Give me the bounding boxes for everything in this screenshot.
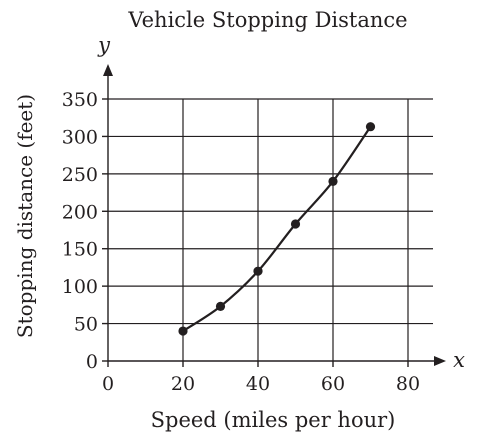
x-tick-label-40: 40 (246, 373, 270, 395)
y-tick-label-300: 300 (62, 126, 98, 148)
x-axis-label: Speed (miles per hour) (151, 408, 396, 432)
data-series (178, 122, 376, 336)
data-point-20 (178, 326, 188, 336)
x-tick-label-60: 60 (321, 373, 345, 395)
x-axis-arrow (434, 356, 446, 366)
y-tick-label-0: 0 (86, 351, 98, 373)
y-tick-label-150: 150 (62, 239, 98, 261)
y-tick-label-200: 200 (62, 201, 98, 223)
y-tick-label-250: 250 (62, 164, 98, 186)
tick-labels: 0 50 100 150 200 250 300 350 0 20 40 60 80 (62, 89, 420, 395)
data-point-30 (215, 301, 226, 311)
data-point-50 (290, 219, 301, 229)
data-point-60 (328, 176, 338, 186)
axes (102, 64, 446, 367)
y-tick-label-350: 350 (62, 89, 98, 111)
x-tick-label-0: 0 (102, 373, 114, 395)
y-tick-label-100: 100 (62, 276, 98, 298)
y-axis-label: Stopping distance (feet) (13, 94, 37, 338)
chart-title: Vehicle Stopping Distance (127, 8, 407, 32)
grid (108, 98, 433, 361)
x-axis-letter: x (453, 348, 465, 372)
y-axis-arrow (103, 64, 113, 76)
y-axis-letter: y (97, 33, 111, 57)
x-tick-label-80: 80 (396, 373, 420, 395)
y-tick-label-50: 50 (74, 314, 98, 336)
data-point-40 (253, 266, 263, 276)
data-point-70 (365, 122, 376, 132)
x-tick-label-20: 20 (171, 373, 195, 395)
fit-curve-0 (182, 126, 372, 332)
